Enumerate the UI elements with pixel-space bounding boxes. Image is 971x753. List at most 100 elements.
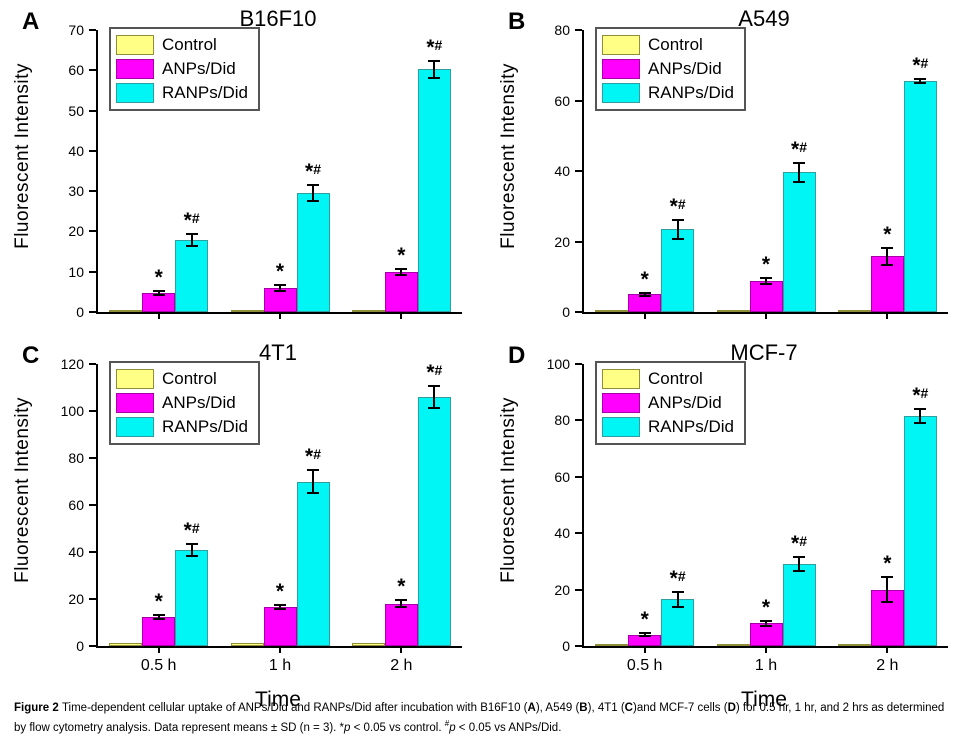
y-tick xyxy=(575,240,582,243)
legend-swatch-control xyxy=(602,369,640,389)
x-tick xyxy=(157,646,160,653)
y-tick-label: 40 xyxy=(554,525,570,542)
error-bar-cap-bottom xyxy=(760,282,772,285)
y-tick-label: 60 xyxy=(68,497,84,513)
y-axis-label: Fluorescent Intensity xyxy=(494,0,524,312)
hash-marker: # xyxy=(313,445,321,462)
bar-control-1h xyxy=(716,643,750,646)
significance-annotation: *# xyxy=(172,520,212,541)
bar-control-0.5h xyxy=(595,644,629,646)
asterisk-marker: * xyxy=(305,159,314,183)
caption-segment: D xyxy=(727,702,736,714)
y-tick xyxy=(89,504,96,506)
legend-label: ANPs/Did xyxy=(648,59,722,78)
bar-ranps-2h xyxy=(903,416,937,646)
significance-annotation: *# xyxy=(900,55,940,76)
y-tick-label: 80 xyxy=(68,450,84,466)
y-tick xyxy=(89,363,96,365)
caption-segment: A xyxy=(527,702,536,714)
bar-anps-2h xyxy=(384,272,418,312)
significance-annotation: *# xyxy=(779,533,819,554)
legend-item-anps: ANPs/Did xyxy=(602,391,734,415)
legend-label: RANPs/Did xyxy=(162,83,248,102)
significance-annotation: *# xyxy=(658,196,698,217)
error-bar xyxy=(798,162,800,183)
bar-anps-1h xyxy=(749,280,783,312)
legend-swatch-control xyxy=(602,35,640,55)
caption-segment: ), A549 ( xyxy=(535,702,580,714)
error-bar-cap-top xyxy=(638,632,651,635)
error-bar-cap-bottom xyxy=(185,554,198,557)
y-axis-label: Fluorescent Intensity xyxy=(8,334,38,646)
significance-annotation: * xyxy=(260,261,300,282)
asterisk-marker: * xyxy=(640,267,649,291)
significance-annotation: *# xyxy=(900,385,940,406)
significance-annotation: *# xyxy=(293,445,333,467)
error-bar-cap-bottom xyxy=(793,570,805,573)
hash-marker: # xyxy=(920,55,929,71)
error-bar-cap-top xyxy=(395,267,408,270)
x-axis-label: Time xyxy=(255,688,301,711)
y-axis-label-text: Fluorescent Intensity xyxy=(498,63,519,249)
legend: Control ANPs/Did RANPs/Did xyxy=(109,27,260,111)
asterisk-marker: * xyxy=(669,566,678,590)
error-bar xyxy=(765,620,767,627)
error-bar-cap-bottom xyxy=(914,422,927,425)
hash-marker: # xyxy=(434,37,443,54)
error-bar-cap-top xyxy=(274,604,286,607)
x-tick xyxy=(400,312,403,319)
caption-segment: Figure 2 xyxy=(14,702,62,714)
asterisk-marker: * xyxy=(761,253,771,277)
error-bar-cap-top xyxy=(671,218,684,221)
panel-letter-a: A xyxy=(22,8,40,35)
error-bar-cap-bottom xyxy=(914,82,927,85)
hash-marker: # xyxy=(677,567,686,584)
legend-item-control: Control xyxy=(116,367,248,391)
legend-label: Control xyxy=(648,369,703,388)
error-bar-cap-bottom xyxy=(881,264,894,267)
caption-segment: < 0.05 vs control. xyxy=(350,721,445,734)
significance-annotation: * xyxy=(746,254,786,275)
bar-anps-0.5h xyxy=(142,616,176,646)
asterisk-marker: * xyxy=(669,194,678,218)
caption-segment: )and MCF-7 cells ( xyxy=(632,702,728,714)
y-tick xyxy=(575,588,582,591)
y-tick-label: 20 xyxy=(68,223,84,240)
legend-item-ranps: RANPs/Did xyxy=(602,81,734,105)
caption-segment: ), 4T1 ( xyxy=(587,702,625,714)
y-tick-label: 60 xyxy=(554,468,570,485)
hash-marker: # xyxy=(313,160,321,177)
error-bar xyxy=(433,61,436,78)
y-tick xyxy=(89,69,96,72)
y-tick xyxy=(575,363,582,365)
error-bar-cap-top xyxy=(760,277,772,280)
asterisk-marker: * xyxy=(397,574,406,598)
x-tick-label: 1 h xyxy=(754,657,778,674)
asterisk-marker: * xyxy=(275,260,285,284)
asterisk-marker: * xyxy=(640,608,649,632)
error-bar-cap-top xyxy=(307,468,319,471)
x-tick-label: 2 h xyxy=(876,657,899,674)
caption-segment: Time-dependent cellular uptake of ANPs/D… xyxy=(61,702,528,714)
x-tick-label: 0.5 h xyxy=(140,657,177,674)
x-tick xyxy=(765,312,767,319)
error-bar-cap-top xyxy=(760,619,772,622)
y-axis-label: Fluorescent Intensity xyxy=(8,0,38,312)
legend: Control ANPs/Did RANPs/Did xyxy=(595,27,746,111)
error-bar-cap-bottom xyxy=(671,237,684,240)
significance-annotation: *# xyxy=(414,37,454,58)
panel-letter-c: C xyxy=(22,342,40,369)
y-tick-label: 80 xyxy=(554,22,570,38)
x-tick xyxy=(643,312,646,319)
legend-swatch-anps xyxy=(602,59,640,79)
error-bar xyxy=(190,543,193,556)
y-tick xyxy=(89,270,96,273)
error-bar xyxy=(886,577,889,602)
error-bar xyxy=(433,385,436,409)
error-bar xyxy=(312,469,314,494)
y-tick-label: 40 xyxy=(68,142,84,159)
y-tick xyxy=(89,598,96,600)
error-bar-cap-bottom xyxy=(152,617,165,620)
y-tick-label: 30 xyxy=(68,183,84,200)
